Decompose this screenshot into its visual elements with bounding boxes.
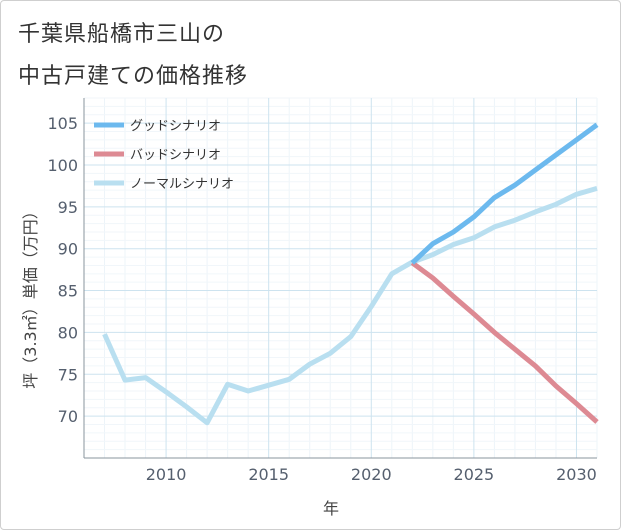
series-line-bad (410, 260, 599, 424)
y-tick-label: 90 (58, 240, 78, 259)
legend-label-good: グッドシナリオ (130, 119, 221, 134)
y-tick-label: 105 (47, 114, 78, 133)
legend-label-normal: ノーマルシナリオ (130, 177, 234, 192)
plot-area (84, 98, 597, 458)
x-tick-label: 2015 (248, 465, 289, 484)
y-tick-label: 75 (58, 365, 78, 384)
chart-title-line1: 千葉県船橋市三山の (18, 22, 226, 47)
y-tick-label: 100 (47, 156, 78, 175)
y-tick-label: 70 (58, 407, 78, 426)
x-tick-label: 2010 (146, 465, 187, 484)
series-line-normal (102, 185, 598, 426)
y-tick-label: 85 (58, 282, 78, 301)
x-tick-label: 2025 (454, 465, 495, 484)
y-tick-label: 95 (58, 198, 78, 217)
x-tick-label: 2020 (351, 465, 392, 484)
legend-label-bad: バッドシナリオ (130, 148, 221, 163)
y-tick-label: 80 (58, 323, 78, 342)
y-axis-title: 坪（3.3㎡）単価（万円） (21, 203, 40, 388)
x-axis-title: 年 (323, 499, 339, 518)
x-tick-label: 2030 (556, 465, 597, 484)
series-line-good (410, 122, 599, 265)
chart-title-line2: 中古戸建ての価格推移 (18, 64, 249, 89)
